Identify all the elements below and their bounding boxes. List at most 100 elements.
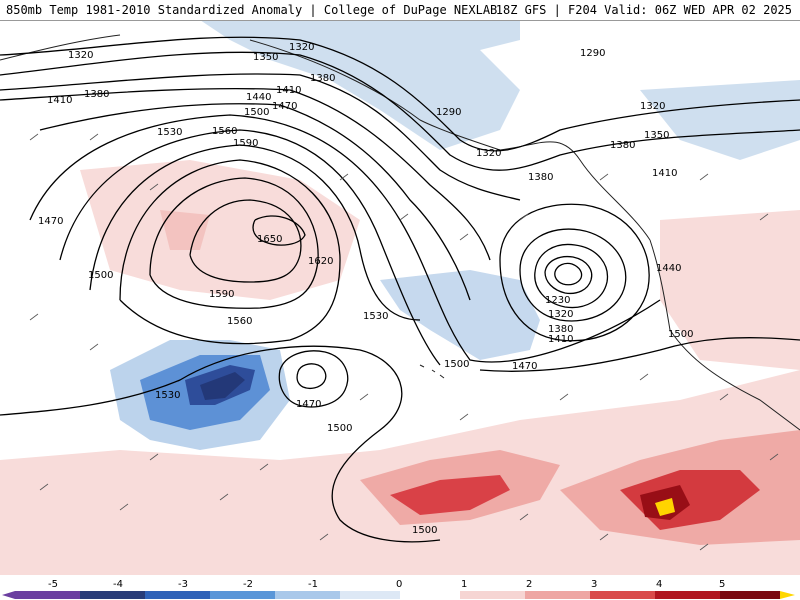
label-1530-c: 1530 — [155, 390, 180, 401]
tick-plus3: 3 — [591, 579, 597, 590]
tick-minus1: -1 — [308, 579, 318, 590]
label-1470-c: 1470 — [296, 399, 321, 410]
tick-minus3: -3 — [178, 579, 188, 590]
label-1380-b: 1380 — [84, 89, 109, 100]
label-1230: 1230 — [545, 295, 570, 306]
low-center-1260 — [534, 243, 609, 309]
label-1320-d: 1320 — [476, 148, 501, 159]
label-1350-b: 1350 — [644, 130, 669, 141]
contour-1350 — [0, 51, 800, 171]
band-min-arrow — [2, 591, 15, 599]
contour-1500-east — [479, 337, 800, 372]
contour-1440 — [39, 103, 471, 301]
label-1380-d: 1380 — [528, 172, 553, 183]
label-1620: 1620 — [308, 256, 333, 267]
label-1320-b: 1320 — [289, 42, 314, 53]
south-low-inner — [296, 363, 327, 389]
barb-row-2 — [29, 313, 779, 471]
label-1470-d: 1470 — [512, 361, 537, 372]
tick-minus4: -4 — [113, 579, 123, 590]
label-1320-e: 1320 — [640, 101, 665, 112]
tick-minus5: -5 — [48, 579, 58, 590]
label-1410-c: 1410 — [548, 334, 573, 345]
contour-1470 — [29, 114, 661, 363]
cold-anomaly-bering — [640, 80, 800, 160]
label-1350-a: 1350 — [253, 52, 278, 63]
alaska-coast — [249, 39, 651, 241]
label-1290-a: 1290 — [436, 107, 461, 118]
contour-1620 — [189, 199, 302, 283]
tick-plus2: 2 — [526, 579, 532, 590]
warm-anomaly-east-max — [655, 498, 675, 516]
wind-barbs — [29, 133, 779, 551]
contour-1320 — [0, 36, 800, 152]
label-1380-c: 1380 — [548, 324, 573, 335]
west-coast — [649, 239, 800, 431]
band-plus5 — [720, 591, 780, 599]
low-center-core — [554, 262, 583, 286]
band-minus2 — [210, 591, 275, 599]
contour-1410 — [0, 88, 491, 261]
map-header: 850mb Temp 1981-2010 Standardized Anomal… — [0, 0, 800, 21]
label-1320-c: 1320 — [548, 309, 573, 320]
colorbar-tick-labels: -5 -4 -3 -2 -1 0 1 2 3 4 5 — [48, 579, 725, 590]
warm-anomaly-west-coast — [660, 210, 800, 370]
band-minus3 — [145, 591, 210, 599]
warm-anomaly-west — [160, 210, 210, 250]
label-1590-b: 1590 — [209, 289, 234, 300]
barb-row-3 — [39, 483, 709, 551]
label-1530-a: 1530 — [157, 127, 182, 138]
label-1560-b: 1560 — [227, 316, 252, 327]
label-1410-d: 1410 — [652, 168, 677, 179]
band-plus3 — [590, 591, 655, 599]
south-low-1470 — [278, 350, 349, 408]
anomaly-map: 1320 1320 1350 1380 1380 1410 1410 1440 … — [0, 20, 800, 575]
band-minus5 — [15, 591, 80, 599]
band-plus2 — [525, 591, 590, 599]
label-1440-a: 1440 — [246, 92, 271, 103]
label-1500-f: 1500 — [412, 525, 437, 536]
tick-plus5: 5 — [719, 579, 725, 590]
label-1470-a: 1470 — [272, 101, 297, 112]
band-minus4 — [80, 591, 145, 599]
label-1440-b: 1440 — [656, 263, 681, 274]
label-1500-b: 1500 — [88, 270, 113, 281]
label-1320-a: 1320 — [68, 50, 93, 61]
band-plus4 — [655, 591, 720, 599]
contour-1380 — [0, 73, 521, 201]
dateline-coast — [0, 34, 121, 61]
low-center-inner — [544, 255, 593, 295]
tick-zero: 0 — [396, 579, 402, 590]
cold-anomaly-gulf-alaska — [200, 20, 520, 150]
colorbar-bands — [2, 591, 795, 599]
contour-1650 — [252, 215, 306, 246]
label-1530-b: 1530 — [363, 311, 388, 322]
label-1380-e: 1380 — [610, 140, 635, 151]
tick-plus4: 4 — [656, 579, 662, 590]
label-1500-e: 1500 — [668, 329, 693, 340]
band-zero-neg — [340, 591, 400, 599]
label-1500-a: 1500 — [244, 107, 269, 118]
coastlines — [0, 34, 800, 431]
label-1410-a: 1410 — [276, 85, 301, 96]
label-1470-b: 1470 — [38, 216, 63, 227]
label-1560-a: 1560 — [212, 126, 237, 137]
label-1380-a: 1380 — [310, 73, 335, 84]
contour-labels: 1320 1320 1350 1380 1380 1410 1410 1440 … — [38, 42, 693, 536]
hawaii-islands — [419, 364, 445, 379]
contour-1500-south — [0, 345, 441, 543]
anomaly-colorbar: -5 -4 -3 -2 -1 0 1 2 3 4 5 — [0, 575, 800, 600]
low-center-1230 — [519, 228, 627, 322]
cold-anomaly-central-pacific — [380, 270, 540, 360]
anomaly-shading — [0, 20, 800, 575]
band-minus1 — [275, 591, 340, 599]
tick-plus1: 1 — [461, 579, 467, 590]
contour-1560 — [119, 159, 341, 345]
height-contours — [0, 36, 800, 543]
warm-anomaly-core-band — [390, 475, 510, 515]
low-center-ring-outer — [499, 203, 650, 342]
barb-row-1 — [29, 133, 769, 241]
label-1500-d: 1500 — [444, 359, 469, 370]
cold-anomaly-core-darkest — [200, 372, 245, 400]
map-title: 850mb Temp 1981-2010 Standardized Anomal… — [6, 3, 498, 17]
